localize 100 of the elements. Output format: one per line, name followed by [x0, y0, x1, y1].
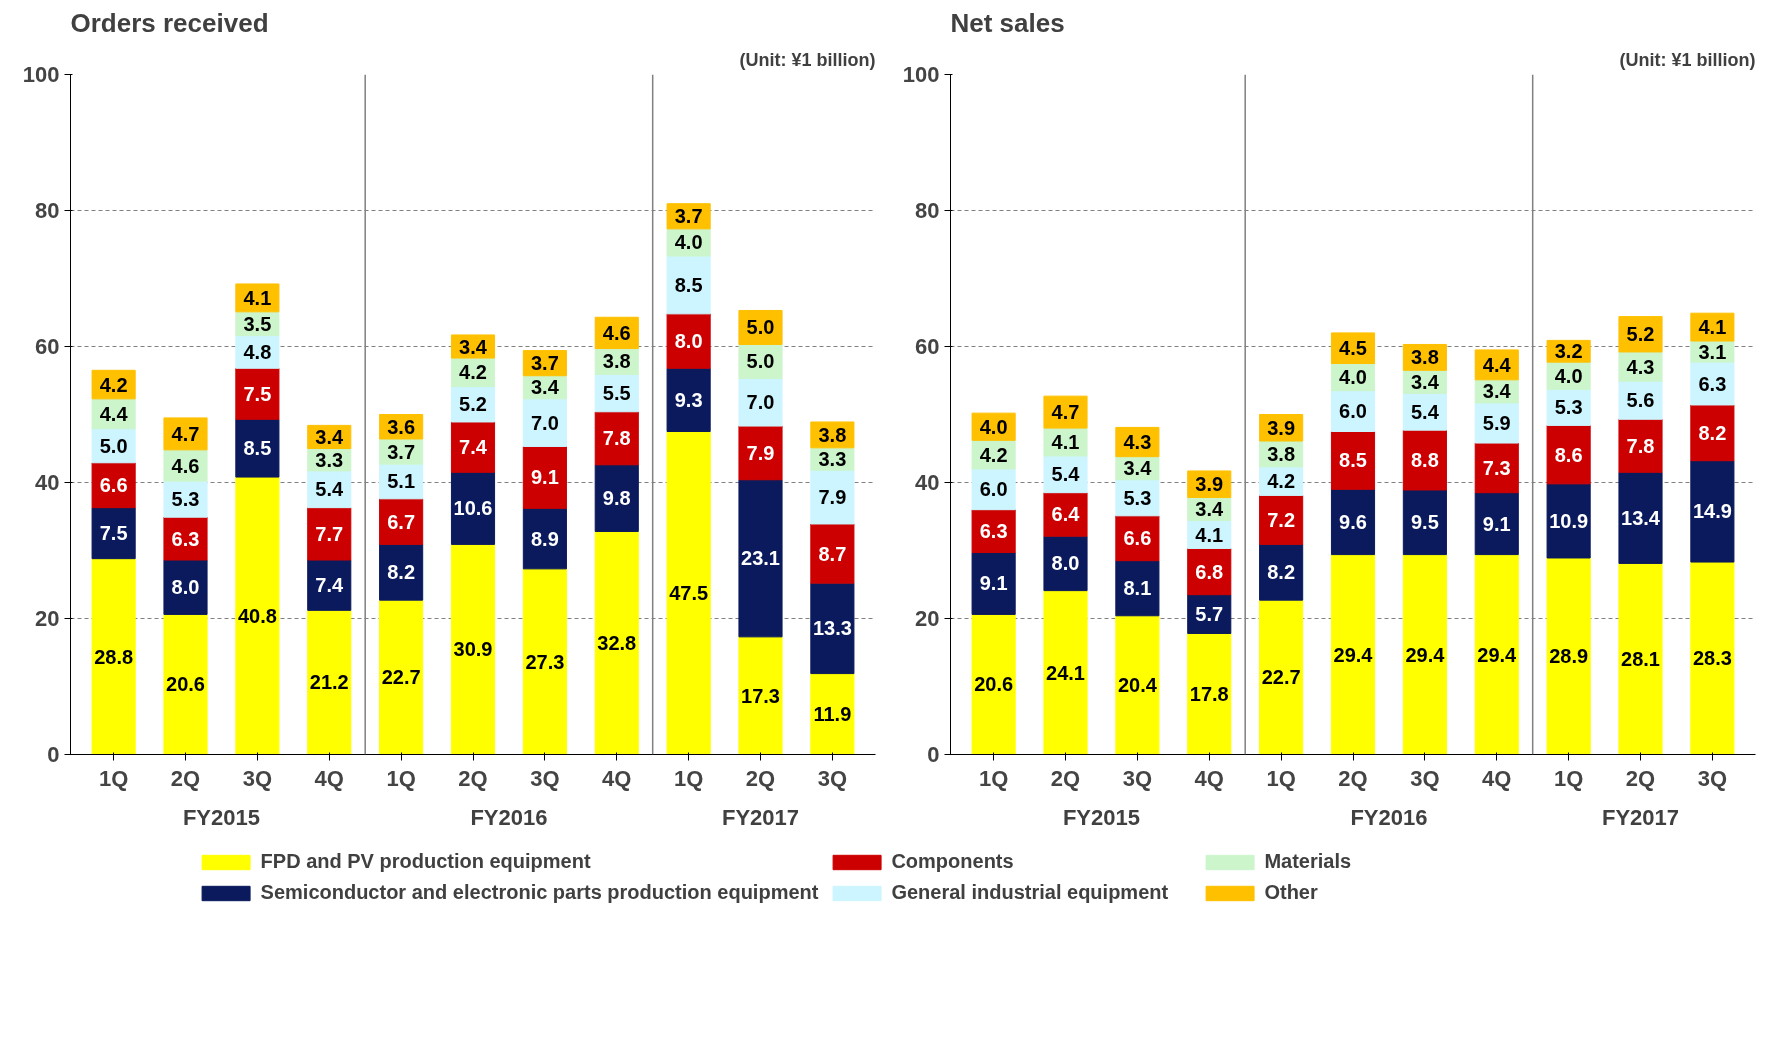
data-label: 3.8 [602, 350, 631, 373]
data-label: 9.1 [1482, 512, 1511, 535]
data-label: 3.6 [387, 415, 416, 438]
bar [91, 558, 136, 755]
data-label: 23.1 [741, 547, 780, 570]
x-tick-label: 1Q [978, 765, 1009, 791]
x-tick-label: 4Q [314, 765, 344, 791]
data-label: 14.9 [1692, 500, 1732, 523]
legend-label: Semiconductor and electronic parts production equipment [260, 881, 819, 904]
data-label: 3.4 [1195, 498, 1225, 521]
legend-label: General industrial equipment [891, 881, 1170, 904]
data-label: 4.6 [171, 454, 200, 477]
y-tick-label: 80 [35, 198, 60, 223]
data-label: 4.8 [243, 340, 272, 363]
y-tick-label: 0 [47, 742, 60, 767]
data-label: 3.9 [1195, 473, 1224, 496]
bar [1618, 418, 1663, 473]
data-label: 5.4 [315, 478, 345, 501]
data-label: 4.7 [1051, 401, 1080, 424]
data-label: 11.9 [813, 703, 852, 726]
data-label: 29.4 [1477, 643, 1518, 666]
data-label: 3.4 [315, 425, 345, 448]
bar [738, 377, 783, 427]
data-label: 7.3 [1482, 456, 1511, 479]
bar [666, 367, 711, 432]
bar [1690, 460, 1735, 563]
bar [163, 613, 208, 755]
bar [810, 582, 855, 675]
data-label: 22.7 [1261, 666, 1301, 689]
legend-label: Materials [1264, 850, 1353, 873]
bar [235, 418, 280, 478]
y-tick-label: 60 [35, 334, 60, 359]
data-label: 5.6 [1626, 389, 1655, 412]
data-label: 8.0 [171, 576, 200, 599]
x-tick-label: 2Q [170, 765, 201, 791]
bar [594, 530, 639, 755]
data-label: 5.2 [1626, 323, 1655, 346]
y-tick-label: 60 [915, 334, 940, 359]
data-label: 17.8 [1189, 682, 1229, 705]
x-tick-label: 1Q [1553, 765, 1584, 791]
data-label: 9.1 [979, 572, 1008, 595]
data-label: 5.7 [1195, 603, 1224, 626]
bar [307, 609, 352, 755]
chart-subtitle: (Unit: ¥1 billion) [739, 49, 876, 70]
data-label: 3.4 [1482, 380, 1512, 403]
data-label: 3.2 [1554, 340, 1583, 363]
data-label: 4.0 [1339, 366, 1367, 389]
y-tick-label: 100 [22, 62, 60, 87]
data-label: 8.2 [387, 561, 416, 584]
data-label: 7.2 [1267, 508, 1296, 531]
data-label: 7.4 [459, 436, 488, 459]
bar [163, 559, 208, 615]
bar [666, 255, 711, 315]
data-label: 8.1 [1123, 577, 1152, 600]
data-label: 4.7 [171, 422, 200, 445]
data-label: 5.1 [387, 470, 416, 493]
data-label: 9.6 [1339, 510, 1367, 533]
chart-title: Net sales [950, 7, 1065, 38]
data-label: 8.5 [1339, 449, 1367, 472]
data-label: 9.3 [674, 388, 703, 411]
data-label: 5.3 [1554, 396, 1583, 419]
bar [1330, 554, 1376, 755]
bar [1546, 557, 1591, 755]
bar [1115, 560, 1160, 617]
data-label: 7.8 [602, 427, 631, 450]
data-label: 29.4 [1405, 643, 1446, 666]
legend-label: Components [891, 850, 1015, 873]
data-label: 6.6 [1123, 527, 1152, 550]
data-label: 4.1 [1698, 316, 1727, 339]
data-label: 5.4 [1410, 400, 1440, 423]
data-label: 4.1 [243, 286, 272, 309]
x-tick-label: 1Q [386, 765, 416, 791]
bar [1043, 395, 1088, 429]
data-label: 8.5 [674, 273, 703, 296]
data-label: 47.5 [669, 582, 709, 604]
data-label: 3.7 [387, 440, 416, 463]
data-label: 6.6 [99, 474, 128, 497]
data-label: 4.3 [1626, 355, 1655, 378]
bar [1618, 316, 1663, 353]
data-label: 5.4 [1051, 463, 1081, 486]
data-label: 3.3 [315, 448, 344, 471]
data-label: 32.8 [597, 631, 637, 654]
y-tick-label: 20 [915, 606, 940, 631]
data-label: 8.8 [1410, 449, 1439, 472]
data-label: 20.6 [166, 673, 205, 696]
data-label: 4.5 [1339, 337, 1367, 360]
x-tick-label: 4Q [1482, 765, 1512, 791]
bar [738, 425, 783, 481]
data-label: 3.8 [1410, 346, 1439, 369]
bar [307, 507, 352, 561]
x-tick-label: 4Q [602, 765, 632, 791]
text: FY2016 [470, 804, 548, 830]
text: FY2017 [1601, 804, 1680, 830]
bar [163, 417, 208, 451]
data-label: 6.3 [171, 527, 200, 550]
data-label: 5.2 [459, 393, 487, 416]
data-label: 28.9 [1549, 645, 1589, 668]
data-label: 3.1 [1698, 340, 1727, 363]
bar [1043, 590, 1088, 755]
data-label: 9.5 [1410, 511, 1439, 534]
